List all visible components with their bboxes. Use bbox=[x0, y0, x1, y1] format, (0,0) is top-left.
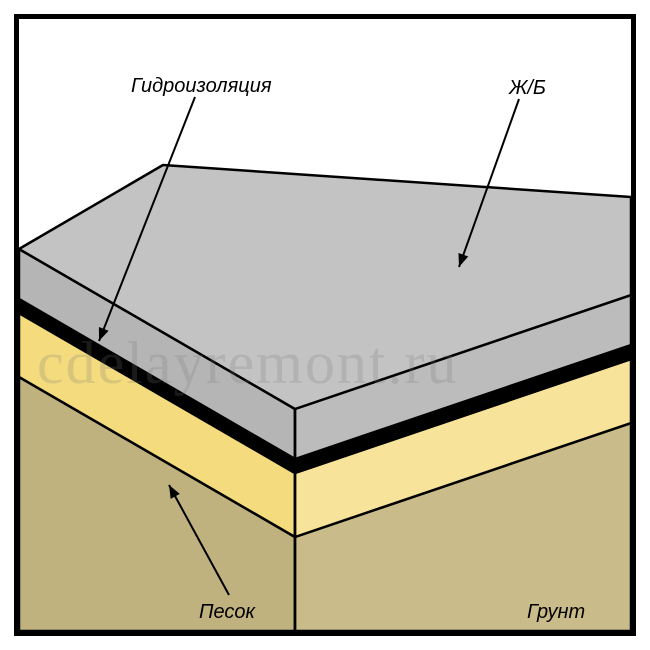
layers-diagram bbox=[19, 19, 631, 631]
label-hydro: Гидроизоляция bbox=[131, 75, 272, 98]
label-sand: Песок bbox=[199, 601, 255, 624]
label-ground: Грунт bbox=[527, 601, 585, 624]
diagram-frame: Гидроизоляция Ж/Б Песок Грунт cdelayremo… bbox=[14, 14, 636, 636]
label-rc: Ж/Б bbox=[509, 77, 546, 100]
